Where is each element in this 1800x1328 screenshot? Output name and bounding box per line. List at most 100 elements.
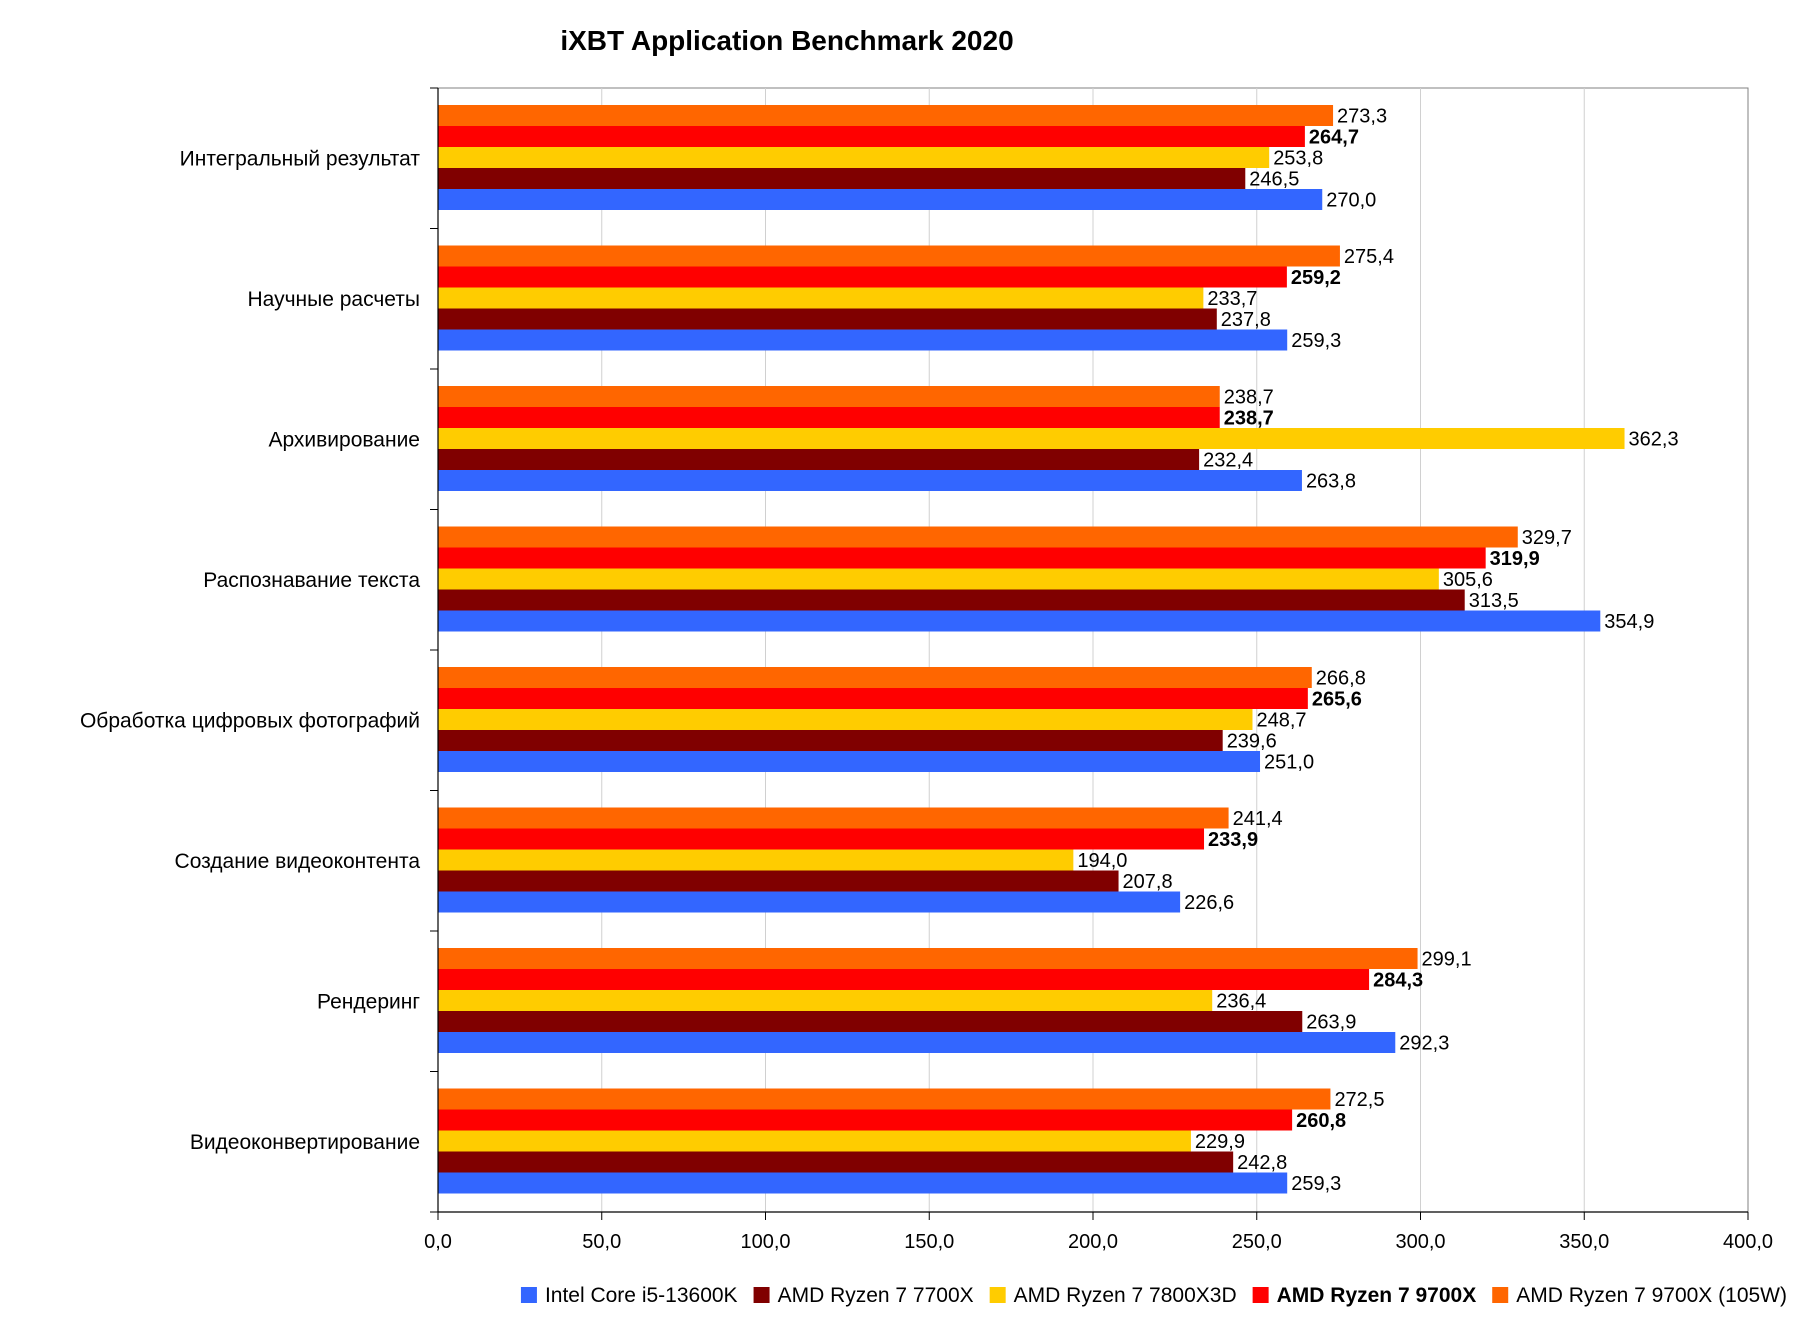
x-tick-label: 150,0 — [904, 1231, 954, 1253]
legend-label: AMD Ryzen 7 9700X (105W) — [1516, 1284, 1787, 1307]
legend-swatch — [1492, 1287, 1509, 1303]
data-label: 242,8 — [1237, 1152, 1287, 1174]
bar — [438, 308, 1217, 330]
bar — [438, 969, 1370, 990]
axes: 0,0 50,0 100,0 150,0 200,0 250,0 300,0 350,0 400… — [80, 87, 1773, 1253]
legend-label: Intel Core i5-13600K — [545, 1284, 738, 1307]
x-tick-label: 350,0 — [1559, 1231, 1609, 1253]
data-label: 305,6 — [1443, 569, 1493, 591]
data-label: 313,5 — [1469, 590, 1519, 612]
bar — [438, 807, 1229, 829]
data-label: 284,3 — [1373, 970, 1423, 992]
bar — [438, 470, 1302, 491]
data-label: 275,4 — [1344, 246, 1394, 268]
category-label: Распознавание текста — [203, 569, 420, 592]
bar — [438, 1172, 1288, 1194]
data-label: 233,7 — [1207, 288, 1257, 310]
category-label: Архивирование — [268, 428, 420, 451]
data-label: 259,2 — [1291, 267, 1341, 289]
bar — [438, 105, 1334, 126]
data-label: 229,9 — [1195, 1131, 1245, 1153]
bar — [438, 547, 1486, 569]
chart-title: iXBT Application Benchmark 2020 — [560, 25, 1013, 56]
data-label: 226,6 — [1184, 892, 1234, 914]
data-label: 237,8 — [1221, 309, 1271, 331]
data-label: 248,7 — [1256, 710, 1306, 732]
data-label: 264,7 — [1309, 127, 1359, 149]
legend-label: AMD Ryzen 7 7800X3D — [1014, 1284, 1237, 1307]
data-label: 272,5 — [1334, 1089, 1384, 1111]
bar — [438, 386, 1220, 407]
x-tick-label: 300,0 — [1395, 1231, 1445, 1253]
bar — [438, 526, 1518, 548]
bar — [438, 407, 1220, 428]
category-label: Создание видеоконтента — [175, 850, 421, 873]
data-label: 263,8 — [1306, 471, 1356, 493]
bar — [438, 751, 1261, 772]
data-label: 259,3 — [1291, 1173, 1341, 1195]
data-label: 194,0 — [1077, 850, 1127, 872]
bar — [438, 688, 1308, 709]
data-label: 263,9 — [1306, 1012, 1356, 1034]
data-label: 265,6 — [1312, 689, 1362, 711]
bar — [438, 990, 1213, 1011]
bar — [438, 266, 1287, 288]
bar — [438, 126, 1305, 147]
bar — [438, 1088, 1331, 1110]
bar — [438, 147, 1270, 168]
legend: Intel Core i5-13600K AMD Ryzen 7 7700X AMD… — [520, 1284, 1787, 1307]
x-tick-label: 50,0 — [582, 1231, 621, 1253]
category-label: Видеоконвертирование — [190, 1131, 420, 1154]
bar — [438, 1032, 1396, 1053]
data-label: 273,3 — [1337, 106, 1387, 128]
data-label: 253,8 — [1273, 148, 1323, 170]
legend-label: AMD Ryzen 7 9700X — [1277, 1284, 1477, 1307]
category-label: Рендеринг — [317, 990, 420, 1013]
bar — [438, 849, 1074, 871]
bar — [438, 568, 1439, 590]
bar — [438, 449, 1200, 470]
x-tick-label: 0,0 — [424, 1231, 452, 1253]
bar — [438, 828, 1205, 850]
data-label: 246,5 — [1249, 169, 1299, 191]
legend-label: AMD Ryzen 7 7700X — [778, 1284, 974, 1307]
bar — [438, 1011, 1303, 1032]
bar — [438, 168, 1246, 189]
data-label: 233,9 — [1208, 829, 1258, 851]
data-label: 329,7 — [1522, 527, 1572, 549]
data-label: 238,7 — [1224, 408, 1274, 430]
bar — [438, 589, 1465, 611]
bar — [438, 329, 1288, 351]
bar — [438, 891, 1181, 913]
data-label: 232,4 — [1203, 450, 1253, 472]
data-label: 207,8 — [1123, 871, 1173, 893]
bar — [438, 1109, 1293, 1131]
legend-swatch — [989, 1287, 1006, 1303]
data-label: 236,4 — [1216, 991, 1266, 1013]
bars — [438, 105, 1625, 1194]
x-tick-label: 400,0 — [1723, 1231, 1773, 1253]
data-label: 292,3 — [1399, 1033, 1449, 1055]
legend-swatch — [753, 1287, 770, 1303]
data-label: 259,3 — [1291, 330, 1341, 352]
bar — [438, 709, 1253, 730]
data-label: 299,1 — [1422, 949, 1472, 971]
bar — [438, 870, 1119, 892]
data-label: 241,4 — [1233, 808, 1283, 830]
data-label: 270,0 — [1326, 190, 1376, 212]
x-tick-label: 200,0 — [1068, 1231, 1118, 1253]
data-label: 239,6 — [1227, 731, 1277, 753]
bar — [438, 245, 1340, 267]
bar — [438, 1130, 1191, 1152]
legend-swatch — [1252, 1287, 1269, 1303]
x-tick-label: 100,0 — [740, 1231, 790, 1253]
bar — [438, 948, 1418, 969]
data-label: 362,3 — [1629, 429, 1679, 451]
bar — [438, 667, 1312, 688]
bar — [438, 610, 1601, 632]
bar — [438, 1151, 1234, 1173]
bar — [438, 189, 1323, 210]
data-label: 354,9 — [1604, 611, 1654, 633]
bar — [438, 428, 1625, 449]
